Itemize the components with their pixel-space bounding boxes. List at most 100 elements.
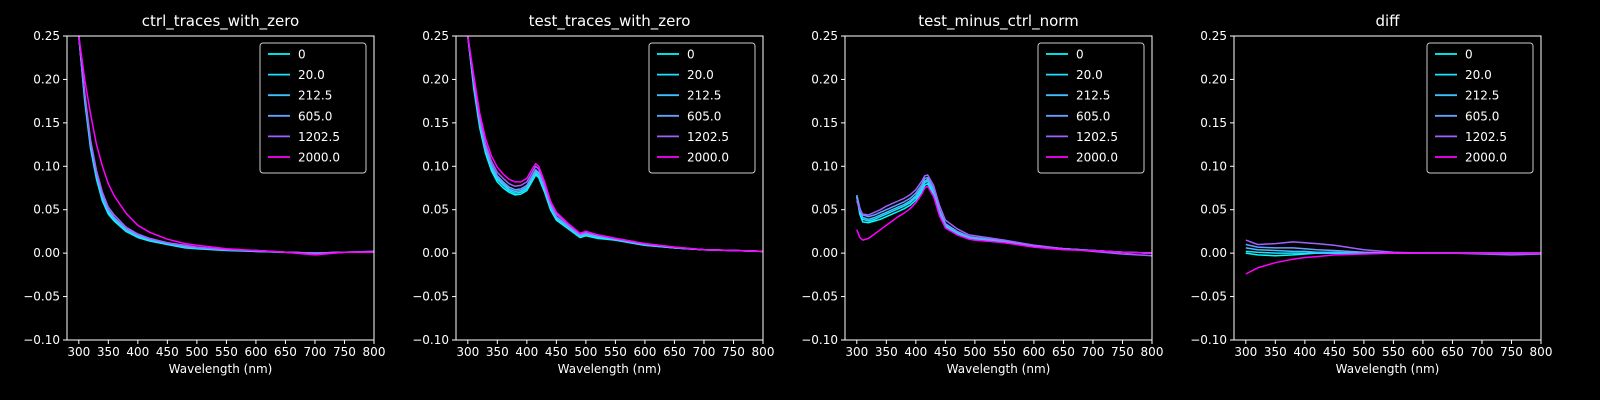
x-tick-label: 800 (752, 345, 775, 359)
legend: 0 20.0 212.5 605.0 1202.5 2000.0 (1037, 42, 1145, 174)
legend-label: 20.0 (298, 68, 325, 82)
x-tick-label: 500 (1352, 345, 1375, 359)
legend-label: 212.5 (687, 89, 721, 103)
series-line-2000.0 (467, 36, 763, 253)
x-tick-label: 500 (963, 345, 986, 359)
y-tick-label: 0.00 (33, 246, 60, 260)
y-tick-label: −0.10 (801, 333, 838, 347)
legend-label: 212.5 (298, 89, 332, 103)
y-tick-label: 0.15 (1200, 116, 1227, 130)
y-tick-label: 0.00 (1200, 246, 1227, 260)
y-tick-label: −0.05 (412, 290, 449, 304)
x-tick-label: 400 (515, 345, 538, 359)
x-tick-label: 750 (333, 345, 356, 359)
legend-label: 20.0 (687, 68, 714, 82)
y-tick-label: 0.05 (33, 203, 60, 217)
y-tick-label: 0.25 (1200, 29, 1227, 43)
y-tick-label: 0.10 (1200, 159, 1227, 173)
legend-label: 212.5 (1076, 89, 1110, 103)
y-axis: −0.10 −0.05 0.00 0.05 0.10 0.15 0.20 0.25 (412, 29, 456, 347)
x-tick-label: 700 (693, 345, 716, 359)
x-axis-label: Wavelength (nm) (1336, 362, 1440, 376)
legend: 0 20.0 212.5 605.0 1202.5 2000.0 (259, 42, 367, 174)
legend-label: 605.0 (1465, 109, 1499, 123)
y-tick-label: 0.05 (1200, 203, 1227, 217)
chart-panel-4: diff 300 350 400 450 500 550 600 650 700 750 800 Wav… (1190, 12, 1552, 376)
x-tick-label: 700 (1082, 345, 1105, 359)
chart-title: ctrl_traces_with_zero (142, 12, 299, 31)
series-line-605.0 (467, 36, 763, 253)
series-line-2000.0 (1245, 252, 1541, 275)
y-tick-label: −0.10 (412, 333, 449, 347)
series-lines (467, 36, 763, 253)
x-tick-label: 300 (845, 345, 868, 359)
x-tick-label: 800 (1141, 345, 1164, 359)
y-axis: −0.10 −0.05 0.00 0.05 0.10 0.15 0.20 0.25 (801, 29, 845, 347)
y-tick-label: 0.20 (1200, 72, 1227, 86)
legend: 0 20.0 212.5 605.0 1202.5 2000.0 (1426, 42, 1534, 174)
series-lines (78, 36, 374, 256)
x-axis: 300 350 400 450 500 550 600 650 700 750 800 Wavelen… (845, 340, 1163, 376)
y-tick-label: 0.10 (811, 159, 838, 173)
x-axis: 300 350 400 450 500 550 600 650 700 750 800 Wavelen… (1234, 340, 1552, 376)
legend-label: 0 (1465, 48, 1473, 62)
x-axis: 300 350 400 450 500 550 600 650 700 750 800 Wavelen… (67, 340, 385, 376)
y-tick-label: −0.05 (23, 290, 60, 304)
x-tick-label: 350 (97, 345, 120, 359)
y-tick-label: 0.15 (33, 116, 60, 130)
legend-label: 605.0 (687, 109, 721, 123)
x-tick-label: 700 (304, 345, 327, 359)
series-line-2000.0 (856, 185, 1152, 254)
y-tick-label: 0.15 (422, 116, 449, 130)
x-axis: 300 350 400 450 500 550 600 650 700 750 800 Wavelen… (456, 340, 774, 376)
x-tick-label: 350 (1264, 345, 1287, 359)
x-tick-label: 800 (1530, 345, 1553, 359)
legend-label: 2000.0 (1465, 151, 1507, 165)
legend-label: 2000.0 (298, 151, 340, 165)
x-axis-label: Wavelength (nm) (558, 362, 662, 376)
x-tick-label: 350 (486, 345, 509, 359)
x-tick-label: 550 (1382, 345, 1405, 359)
y-tick-label: −0.05 (801, 290, 838, 304)
x-tick-label: 750 (1111, 345, 1134, 359)
x-tick-label: 750 (1500, 345, 1523, 359)
x-tick-label: 300 (456, 345, 479, 359)
axes-frame (66, 35, 375, 341)
x-tick-label: 600 (633, 345, 656, 359)
legend-label: 0 (298, 48, 306, 62)
x-axis-label: Wavelength (nm) (169, 362, 273, 376)
y-axis: −0.10 −0.05 0.00 0.05 0.10 0.15 0.20 0.25 (1190, 29, 1234, 347)
y-tick-label: 0.05 (422, 203, 449, 217)
legend-label: 0 (1076, 48, 1084, 62)
y-tick-label: 0.25 (33, 29, 60, 43)
x-tick-label: 600 (1411, 345, 1434, 359)
legend-label: 2000.0 (687, 151, 729, 165)
series-line-1202.5 (856, 174, 1152, 257)
chart-title: test_traces_with_zero (529, 12, 691, 31)
x-tick-label: 450 (934, 345, 957, 359)
x-tick-label: 650 (1052, 345, 1075, 359)
y-tick-label: −0.10 (1190, 333, 1227, 347)
y-tick-label: 0.20 (811, 72, 838, 86)
legend-label: 20.0 (1465, 68, 1492, 82)
series-lines (856, 174, 1152, 257)
x-tick-label: 300 (67, 345, 90, 359)
x-tick-label: 300 (1234, 345, 1257, 359)
legend-label: 1202.5 (1076, 130, 1118, 144)
x-tick-label: 450 (545, 345, 568, 359)
x-tick-label: 550 (993, 345, 1016, 359)
y-tick-label: 0.25 (422, 29, 449, 43)
x-tick-label: 650 (663, 345, 686, 359)
legend-label: 1202.5 (687, 130, 729, 144)
x-tick-label: 600 (244, 345, 267, 359)
chart-title: diff (1375, 12, 1400, 30)
x-tick-label: 650 (274, 345, 297, 359)
y-tick-label: 0.10 (422, 159, 449, 173)
x-tick-label: 450 (156, 345, 179, 359)
x-tick-label: 550 (215, 345, 238, 359)
chart-title: test_minus_ctrl_norm (918, 12, 1079, 31)
x-tick-label: 600 (1022, 345, 1045, 359)
x-tick-label: 700 (1471, 345, 1494, 359)
y-tick-label: −0.10 (23, 333, 60, 347)
legend-label: 0 (687, 48, 695, 62)
